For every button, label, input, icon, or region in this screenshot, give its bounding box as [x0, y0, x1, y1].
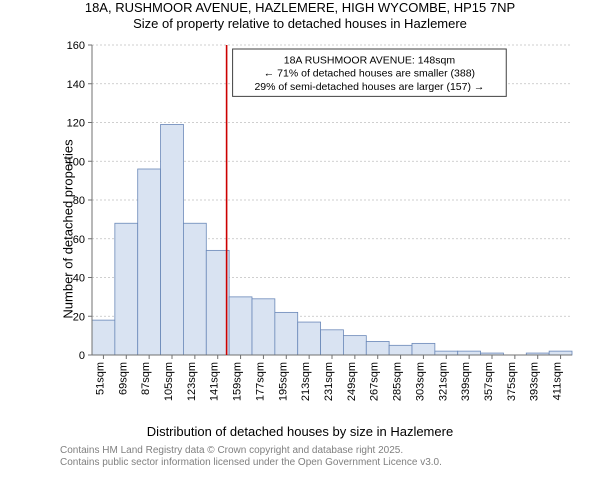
- footer-line-2: Contains public sector information licen…: [60, 457, 600, 469]
- histogram-bar: [229, 296, 252, 354]
- svg-text:159sqm: 159sqm: [232, 362, 244, 401]
- svg-text:69sqm: 69sqm: [117, 362, 129, 395]
- histogram-bar: [412, 343, 435, 355]
- page-title-2: Size of property relative to detached ho…: [0, 16, 600, 32]
- x-axis-label: Distribution of detached houses by size …: [0, 424, 600, 439]
- histogram-bar: [549, 351, 572, 355]
- histogram-bar: [389, 345, 412, 355]
- histogram-bar: [343, 335, 366, 354]
- histogram-bar: [366, 341, 389, 355]
- svg-text:411sqm: 411sqm: [552, 361, 564, 399]
- svg-text:231sqm: 231sqm: [323, 362, 335, 401]
- annotation-box: 18A RUSHMOOR AVENUE: 148sqm← 71% of deta…: [233, 49, 507, 96]
- svg-text:195sqm: 195sqm: [277, 362, 289, 401]
- histogram-bar: [115, 223, 138, 355]
- svg-text:141sqm: 141sqm: [209, 362, 221, 401]
- svg-text:0: 0: [79, 350, 85, 362]
- histogram-bar: [435, 351, 458, 355]
- histogram-bar: [206, 250, 229, 355]
- svg-text:51sqm: 51sqm: [94, 362, 106, 395]
- svg-text:177sqm: 177sqm: [254, 362, 266, 401]
- histogram-bar: [92, 320, 115, 355]
- histogram-bar: [321, 329, 344, 354]
- svg-text:213sqm: 213sqm: [300, 362, 312, 401]
- footer-line-1: Contains HM Land Registry data © Crown c…: [60, 445, 600, 457]
- chart-area: Number of detached properties 0204060801…: [60, 37, 580, 422]
- svg-text:339sqm: 339sqm: [460, 362, 472, 401]
- histogram-bar: [161, 124, 184, 355]
- svg-text:120: 120: [67, 117, 85, 129]
- svg-text:249sqm: 249sqm: [346, 362, 358, 401]
- histogram-bar: [275, 312, 298, 355]
- svg-text:375sqm: 375sqm: [506, 362, 518, 401]
- svg-text:267sqm: 267sqm: [369, 362, 381, 401]
- histogram-bar: [183, 223, 206, 355]
- svg-text:321sqm: 321sqm: [437, 362, 449, 401]
- svg-text:← 71% of detached houses are s: ← 71% of detached houses are smaller (38…: [264, 67, 475, 79]
- page-title-1: 18A, RUSHMOOR AVENUE, HAZLEMERE, HIGH WY…: [0, 0, 600, 16]
- svg-text:303sqm: 303sqm: [414, 362, 426, 401]
- histogram-bar: [458, 351, 481, 355]
- svg-text:285sqm: 285sqm: [392, 362, 404, 401]
- svg-text:29% of semi-detached houses ar: 29% of semi-detached houses are larger (…: [254, 80, 484, 92]
- histogram-bar: [252, 298, 275, 354]
- histogram-bar: [138, 169, 161, 355]
- svg-text:105sqm: 105sqm: [163, 362, 175, 401]
- histogram-chart: 02040608010012014016051sqm69sqm87sqm105s…: [60, 37, 580, 417]
- y-axis-label: Number of detached properties: [61, 139, 76, 318]
- svg-text:18A RUSHMOOR AVENUE: 148sqm: 18A RUSHMOOR AVENUE: 148sqm: [284, 54, 456, 66]
- attribution-footer: Contains HM Land Registry data © Crown c…: [60, 445, 600, 469]
- svg-text:140: 140: [67, 78, 85, 90]
- svg-text:357sqm: 357sqm: [483, 362, 495, 401]
- histogram-bar: [298, 322, 321, 355]
- svg-text:123sqm: 123sqm: [186, 362, 198, 401]
- svg-text:393sqm: 393sqm: [529, 362, 541, 401]
- svg-text:87sqm: 87sqm: [140, 362, 152, 395]
- svg-text:160: 160: [67, 40, 85, 52]
